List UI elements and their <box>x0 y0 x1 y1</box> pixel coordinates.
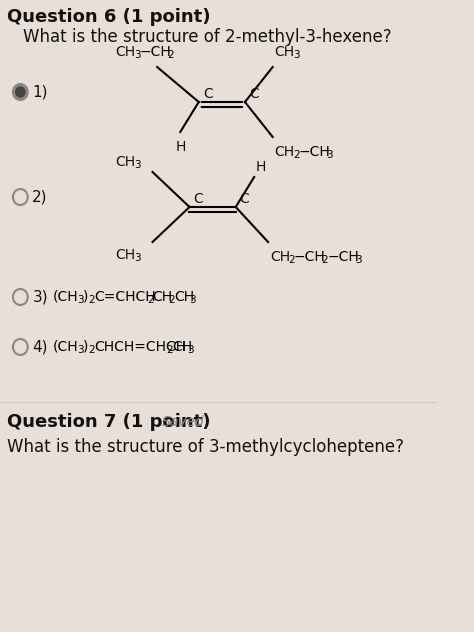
Text: 2: 2 <box>167 50 174 60</box>
Text: 3: 3 <box>78 345 84 355</box>
Text: CH: CH <box>274 45 295 59</box>
Text: 2: 2 <box>322 255 328 265</box>
Text: 3: 3 <box>190 295 196 305</box>
Text: 3): 3) <box>32 289 48 305</box>
Text: −CH: −CH <box>139 45 171 59</box>
Circle shape <box>13 84 28 100</box>
Text: (CH: (CH <box>53 290 78 304</box>
Text: C: C <box>250 87 259 101</box>
Text: What is the structure of 2-methyl-3-hexene?: What is the structure of 2-methyl-3-hexe… <box>23 28 392 46</box>
Circle shape <box>16 87 25 97</box>
Text: H: H <box>176 140 186 154</box>
Text: ): ) <box>83 290 89 304</box>
Text: −CH: −CH <box>327 250 359 264</box>
Text: 2: 2 <box>288 255 295 265</box>
Text: CH: CH <box>116 155 136 169</box>
Text: Saved: Saved <box>162 415 204 429</box>
Text: CH: CH <box>116 45 136 59</box>
Text: 2: 2 <box>168 295 175 305</box>
Text: CHCH=CHCH: CHCH=CHCH <box>94 340 186 354</box>
Text: 3: 3 <box>355 255 362 265</box>
Text: Question 6 (1 point): Question 6 (1 point) <box>8 8 211 26</box>
Text: 3: 3 <box>78 295 84 305</box>
Text: (CH: (CH <box>53 340 78 354</box>
Text: 2: 2 <box>89 345 95 355</box>
Text: 2: 2 <box>89 295 95 305</box>
Text: 2: 2 <box>293 150 300 160</box>
Text: What is the structure of 3-methylcycloheptene?: What is the structure of 3-methylcyclohe… <box>8 438 404 456</box>
Text: Question 7 (1 point): Question 7 (1 point) <box>8 413 211 431</box>
Text: C: C <box>239 192 249 206</box>
Text: −CH: −CH <box>299 145 330 159</box>
Text: CH: CH <box>274 145 295 159</box>
Text: −CH: −CH <box>294 250 326 264</box>
Text: 1): 1) <box>32 85 48 99</box>
Text: CH: CH <box>153 290 173 304</box>
Text: 3: 3 <box>326 150 333 160</box>
Text: 3: 3 <box>293 50 300 60</box>
Text: 3: 3 <box>134 160 141 170</box>
Text: 2: 2 <box>166 345 173 355</box>
Text: ): ) <box>83 340 89 354</box>
Text: C: C <box>203 87 213 101</box>
Text: CH: CH <box>270 250 290 264</box>
Text: C=CHCH: C=CHCH <box>94 290 156 304</box>
Text: C: C <box>193 192 203 206</box>
Text: CH: CH <box>174 290 194 304</box>
Text: H: H <box>256 160 266 174</box>
Text: 3: 3 <box>134 50 141 60</box>
Text: 3: 3 <box>134 253 141 263</box>
Text: 2: 2 <box>147 295 154 305</box>
Text: CH: CH <box>172 340 192 354</box>
Text: CH: CH <box>116 248 136 262</box>
Text: 2): 2) <box>32 190 48 205</box>
Text: 3: 3 <box>188 345 194 355</box>
Text: 4): 4) <box>32 339 48 355</box>
